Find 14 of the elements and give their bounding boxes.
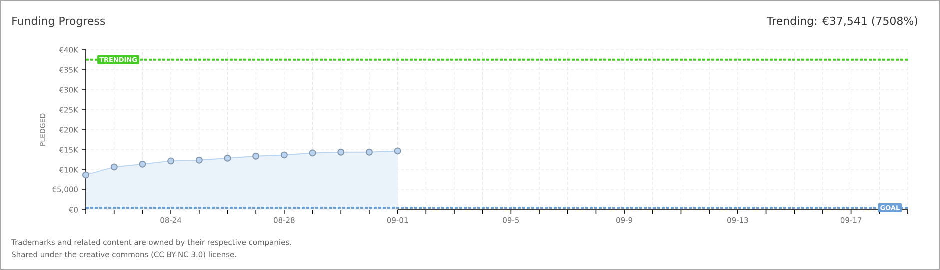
point xyxy=(309,150,316,157)
point xyxy=(252,152,260,160)
point xyxy=(110,164,118,171)
point xyxy=(366,148,373,156)
point xyxy=(139,160,146,168)
point xyxy=(394,148,402,155)
point xyxy=(168,158,175,165)
point xyxy=(338,148,345,156)
point xyxy=(82,172,90,179)
point xyxy=(280,152,288,159)
point xyxy=(224,154,232,162)
chart-title: Funding Progress xyxy=(12,16,106,28)
point xyxy=(196,156,203,164)
chart-subtitle: Trending: €37,541 (7508%) xyxy=(766,16,918,28)
